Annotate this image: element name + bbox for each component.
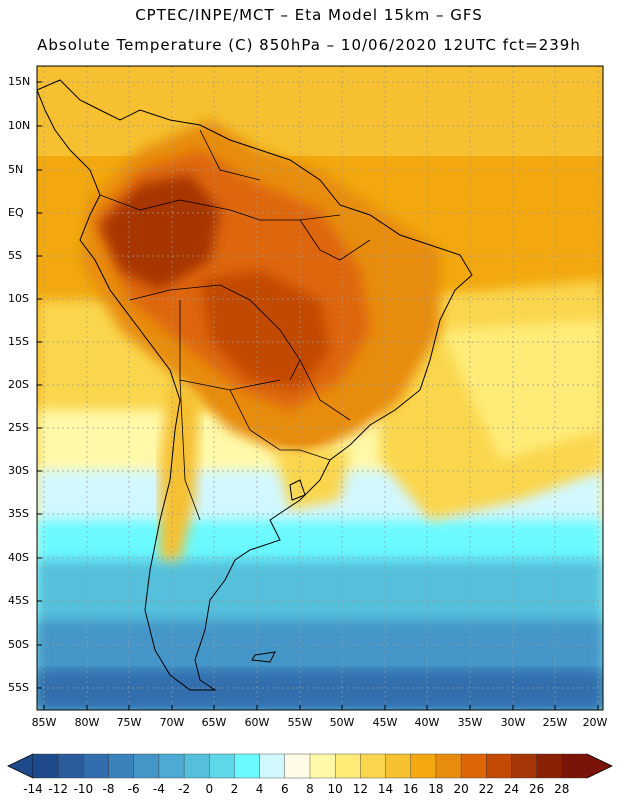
- colorbar-swatch: [360, 753, 387, 779]
- lon-label: 85W: [31, 716, 57, 729]
- colorbar-tick-label: -2: [178, 782, 191, 796]
- colorbar-swatch: [234, 753, 261, 779]
- country-borders: [99, 129, 371, 521]
- lon-label: 80W: [74, 716, 100, 729]
- lon-label: 20W: [582, 716, 608, 729]
- title-line-1: CPTEC/INPE/MCT – Eta Model 15km – GFS: [135, 6, 483, 24]
- colorbar-tick-label: 2: [230, 782, 239, 796]
- colorbar-tick-label: 22: [478, 782, 494, 796]
- colorbar-min-arrow: [7, 753, 34, 779]
- lat-label: 5N: [8, 163, 24, 176]
- colorbar-swatch: [158, 753, 185, 779]
- lat-label: 10S: [8, 292, 29, 305]
- colorbar-swatch: [183, 753, 210, 779]
- lon-label: 35W: [457, 716, 483, 729]
- colorbar-swatch: [309, 753, 336, 779]
- lon-label: 75W: [116, 716, 142, 729]
- colorbar-swatch: [435, 753, 462, 779]
- lon-label: 25W: [542, 716, 568, 729]
- colorbar-swatch: [511, 753, 538, 779]
- lat-label: 30S: [8, 464, 29, 477]
- colorbar-tick-label: 4: [255, 782, 264, 796]
- colorbar-tick-label: 28: [554, 782, 570, 796]
- coastline: [36, 79, 473, 691]
- colorbar-swatch: [259, 753, 286, 779]
- colorbar-swatch: [32, 753, 59, 779]
- lat-label: 25S: [8, 421, 29, 434]
- colorbar-swatch: [83, 753, 110, 779]
- colorbar-tick-label: 0: [205, 782, 214, 796]
- lon-label: 55W: [287, 716, 313, 729]
- temperature-field: [37, 66, 603, 710]
- colorbar-swatch: [284, 753, 311, 779]
- lat-label: 10N: [8, 119, 31, 132]
- axis-ticks: [37, 81, 599, 710]
- lat-label: 15N: [8, 75, 31, 88]
- lon-label: 45W: [372, 716, 398, 729]
- colorbar-swatch: [385, 753, 412, 779]
- title-line-2: Absolute Temperature (C) 850hPa – 10/06/…: [37, 36, 581, 54]
- grid-lines: [37, 66, 603, 710]
- colorbar-tick-label: 18: [428, 782, 444, 796]
- colorbar-swatch: [334, 753, 361, 779]
- colorbar-tick-label: 14: [377, 782, 394, 796]
- lat-label: 15S: [8, 335, 29, 348]
- colorbar-tick-label: -4: [152, 782, 165, 796]
- lon-label: 65W: [201, 716, 227, 729]
- lat-label: EQ: [8, 206, 24, 219]
- colorbar: [7, 753, 613, 779]
- map-frame: [36, 65, 604, 711]
- lon-label: 40W: [414, 716, 440, 729]
- colorbar-swatch: [209, 753, 235, 779]
- lat-label: 35S: [8, 507, 29, 520]
- colorbar-swatch: [536, 753, 563, 779]
- colorbar-tick-label: 26: [528, 782, 545, 796]
- lat-label: 45S: [8, 594, 29, 607]
- colorbar-tick-label: 8: [306, 782, 314, 796]
- lon-label: 70W: [159, 716, 185, 729]
- colorbar-tick-label: 20: [453, 782, 469, 796]
- lat-label: 40S: [8, 551, 29, 564]
- colorbar-tick-label: 12: [352, 782, 369, 796]
- colorbar-tick-label: 10: [327, 782, 343, 796]
- colorbar-tick-label: -8: [102, 782, 115, 796]
- colorbar-tick-label: -14: [23, 782, 43, 796]
- colorbar-tick-label: 6: [280, 782, 289, 796]
- colorbar-max-arrow: [586, 753, 613, 779]
- colorbar-tick-label: 16: [403, 782, 419, 796]
- lat-label: 55S: [8, 681, 29, 694]
- lat-label: 5S: [8, 249, 22, 262]
- colorbar-swatch: [561, 753, 588, 779]
- lon-label: 50W: [329, 716, 355, 729]
- colorbar-tick-label: -6: [127, 782, 140, 796]
- colorbar-swatch: [460, 753, 487, 779]
- lat-label: 50S: [8, 638, 29, 651]
- lon-label: 30W: [500, 716, 526, 729]
- colorbar-swatch: [486, 753, 512, 779]
- lat-label: 20S: [8, 378, 29, 391]
- colorbar-swatch: [133, 753, 160, 779]
- colorbar-swatch: [108, 753, 135, 779]
- colorbar-swatch: [410, 753, 437, 779]
- colorbar-swatch: [57, 753, 84, 779]
- colorbar-tick-label: -12: [48, 782, 68, 796]
- colorbar-tick-label: -10: [73, 782, 94, 796]
- colorbar-tick-label: 24: [503, 782, 520, 796]
- lon-label: 60W: [244, 716, 270, 729]
